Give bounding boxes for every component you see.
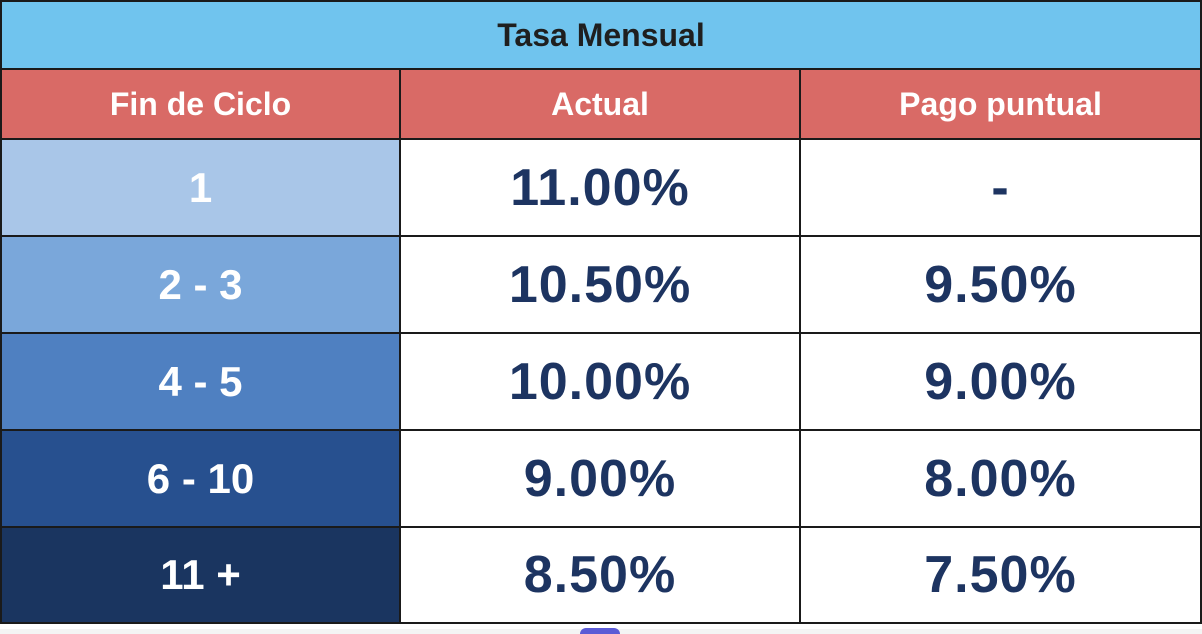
table-row: 4 - 5 10.00% 9.00% xyxy=(0,334,1202,431)
header-punctual: Pago puntual xyxy=(801,70,1202,140)
table-row: 11 + 8.50% 7.50% xyxy=(0,528,1202,624)
table-title: Tasa Mensual xyxy=(0,0,1202,70)
punctual-rate-cell: - xyxy=(801,140,1202,237)
table-row: 1 11.00% - xyxy=(0,140,1202,237)
actual-rate-cell: 11.00% xyxy=(401,140,801,237)
punctual-rate-cell: 9.00% xyxy=(801,334,1202,431)
actual-rate-cell: 10.50% xyxy=(401,237,801,334)
punctual-rate-cell: 7.50% xyxy=(801,528,1202,624)
actual-rate-cell: 8.50% xyxy=(401,528,801,624)
scroll-indicator xyxy=(580,628,620,634)
table-row: 2 - 3 10.50% 9.50% xyxy=(0,237,1202,334)
cycle-cell: 11 + xyxy=(0,528,401,624)
cycle-cell: 4 - 5 xyxy=(0,334,401,431)
cycle-cell: 1 xyxy=(0,140,401,237)
header-actual: Actual xyxy=(401,70,801,140)
actual-rate-cell: 9.00% xyxy=(401,431,801,528)
actual-rate-cell: 10.00% xyxy=(401,334,801,431)
punctual-rate-cell: 9.50% xyxy=(801,237,1202,334)
table-row: 6 - 10 9.00% 8.00% xyxy=(0,431,1202,528)
table-body: 1 11.00% - 2 - 3 10.50% 9.50% 4 - 5 10.0… xyxy=(0,140,1202,624)
header-cycle: Fin de Ciclo xyxy=(0,70,401,140)
cycle-cell: 6 - 10 xyxy=(0,431,401,528)
cycle-cell: 2 - 3 xyxy=(0,237,401,334)
punctual-rate-cell: 8.00% xyxy=(801,431,1202,528)
header-row: Fin de Ciclo Actual Pago puntual xyxy=(0,70,1202,140)
